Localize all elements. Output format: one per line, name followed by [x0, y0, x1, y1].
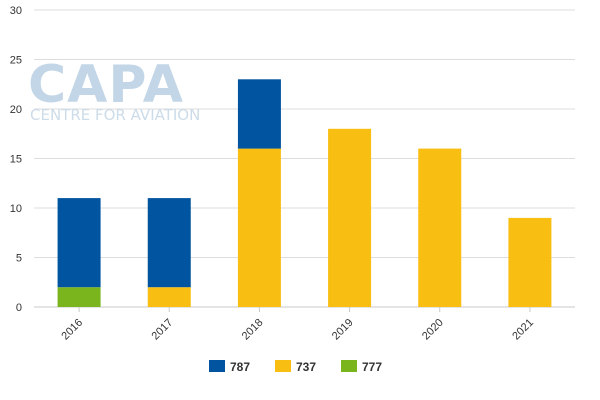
legend-label-787: 787: [230, 360, 250, 374]
bar-737-2018: [237, 148, 281, 307]
bar-787-2018: [237, 79, 281, 149]
y-axis-ticks: 0 5 10 15 20 25 30: [10, 5, 22, 314]
x-tick-label: 2021: [510, 317, 536, 343]
y-tick-label: 10: [10, 203, 22, 215]
legend-label-737: 737: [296, 360, 316, 374]
x-axis-ticks: 2016 2017 2018 2019 2020 2021: [59, 307, 536, 342]
gridlines: [34, 9, 575, 308]
bar-737-2017: [147, 287, 191, 307]
x-tick-label: 2016: [59, 317, 85, 343]
bar-737-2020: [418, 148, 462, 307]
bar-737-2019: [328, 128, 372, 307]
legend-swatch-787: [209, 360, 225, 372]
y-tick-label: 30: [10, 5, 22, 17]
legend: 787 737 777: [209, 360, 382, 374]
legend-swatch-737: [275, 360, 291, 372]
watermark-subtitle: CENTRE FOR AVIATION: [30, 106, 200, 124]
y-tick-label: 20: [10, 104, 22, 116]
x-tick-label: 2017: [150, 317, 176, 343]
bar-787-2017: [147, 198, 191, 288]
legend-label-777: 777: [362, 360, 382, 374]
y-tick-label: 5: [16, 253, 22, 265]
legend-swatch-777: [341, 360, 357, 372]
bar-777-2016: [57, 287, 101, 307]
capa-watermark-logo: CAPA CENTRE FOR AVIATION: [28, 55, 200, 124]
x-tick-label: 2020: [420, 317, 446, 343]
watermark-logo-text: CAPA: [28, 55, 184, 115]
y-tick-label: 15: [10, 154, 22, 166]
y-tick-label: 25: [10, 55, 22, 67]
bar-787-2016: [57, 198, 101, 288]
bar-737-2021: [508, 217, 552, 307]
y-tick-label: 0: [16, 302, 22, 314]
x-tick-label: 2019: [330, 317, 356, 343]
bars: [57, 79, 552, 307]
x-tick-label: 2018: [240, 317, 266, 343]
